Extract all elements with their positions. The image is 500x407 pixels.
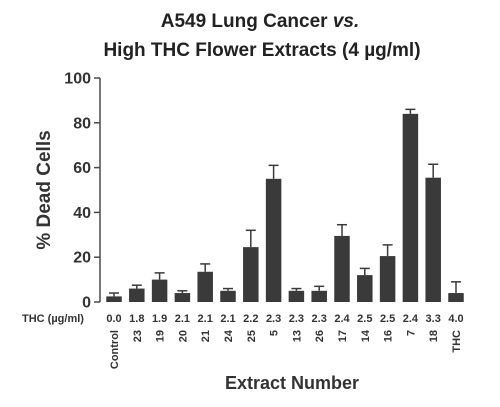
thc-row: THC (µg/ml) 0.0 1.8 1.9 2.1 2.1 2.1 2.2 2.3 2.3 2… — [22, 313, 464, 325]
x-category-label: 21 — [200, 330, 212, 342]
bar — [311, 290, 327, 302]
thc-value: 2.3 — [289, 313, 304, 325]
x-category-label: 7 — [405, 330, 417, 336]
y-tick-label: 100 — [64, 71, 91, 88]
x-category-label: 17 — [337, 330, 349, 342]
x-category-label: THC — [451, 330, 463, 353]
bar — [106, 296, 122, 302]
bar — [425, 177, 441, 302]
bar — [288, 290, 305, 302]
thc-value: 2.1 — [220, 313, 235, 325]
chart-title-line2: High THC Flower Extracts (4 µg/ml) — [103, 40, 420, 61]
x-category-label: 20 — [177, 330, 189, 342]
x-category-label: 26 — [314, 330, 326, 342]
bar — [334, 235, 350, 302]
x-category-label: 24 — [223, 329, 235, 342]
x-category-label: 14 — [360, 329, 372, 342]
x-category-label: 16 — [383, 330, 395, 342]
y-tick-label: 0 — [82, 295, 91, 312]
bar — [151, 279, 168, 302]
thc-value: 0.0 — [106, 313, 121, 325]
y-tick-label: 80 — [73, 115, 91, 132]
x-categories: Control 23 19 20 21 24 25 5 13 26 17 14 16 7 18 THC — [109, 329, 463, 369]
y-tick-label: 60 — [73, 160, 91, 177]
x-category-label: Control — [109, 330, 121, 369]
y-tick-label: 20 — [73, 250, 91, 267]
thc-value: 1.8 — [129, 313, 144, 325]
bar — [357, 275, 373, 302]
x-category-label: 25 — [246, 330, 258, 342]
bar — [265, 178, 282, 302]
y-axis: 0 20 40 60 80 100 — [64, 71, 101, 312]
x-category-label: 19 — [155, 330, 167, 342]
thc-value: 2.3 — [312, 313, 327, 325]
y-tick-label: 40 — [73, 205, 91, 222]
thc-value: 2.2 — [243, 313, 258, 325]
thc-row-label: THC (µg/ml) — [22, 313, 84, 325]
thc-value: 2.4 — [403, 313, 419, 325]
bar — [129, 288, 145, 302]
thc-value: 4.0 — [448, 313, 463, 325]
bar — [448, 293, 464, 302]
thc-value: 2.1 — [198, 313, 213, 325]
bar — [197, 271, 213, 302]
thc-value: 3.3 — [426, 313, 441, 325]
thc-value: 2.4 — [334, 313, 350, 325]
bar — [220, 290, 236, 302]
bar — [379, 256, 396, 302]
bar — [243, 247, 259, 302]
x-category-label: 13 — [291, 330, 303, 342]
y-axis-label: % Dead Cells — [34, 130, 55, 249]
thc-value: 1.9 — [152, 313, 167, 325]
x-category-label: 5 — [269, 330, 281, 336]
bar — [174, 293, 191, 302]
x-category-label: 18 — [428, 330, 440, 342]
x-category-label: 23 — [132, 330, 144, 342]
thc-value: 2.3 — [266, 313, 281, 325]
x-axis-label: Extract Number — [225, 373, 359, 393]
bar — [402, 113, 419, 302]
chart-title-line1: A549 Lung Cancer vs. — [161, 11, 360, 32]
thc-value: 2.5 — [380, 313, 395, 325]
bars — [106, 108, 464, 302]
thc-value: 2.1 — [175, 313, 190, 325]
thc-value: 2.5 — [357, 313, 372, 325]
